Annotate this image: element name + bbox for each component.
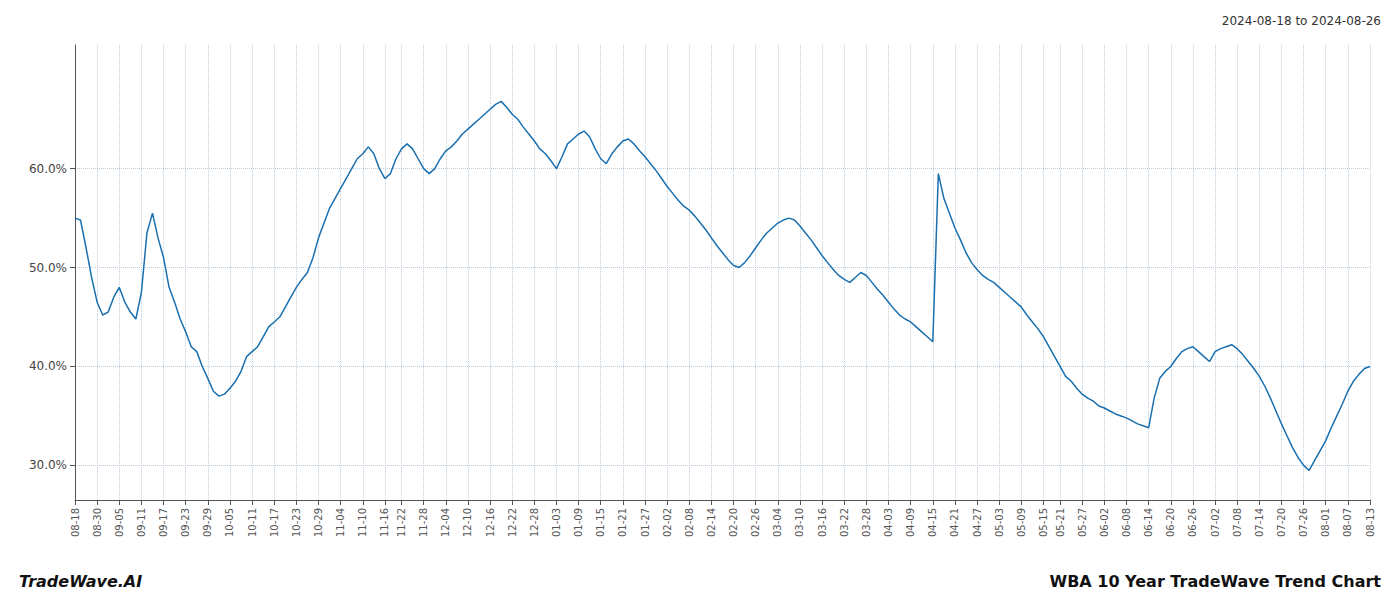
svg-text:07-20: 07-20 xyxy=(1276,508,1287,537)
svg-text:04-15: 04-15 xyxy=(927,508,938,537)
svg-text:08-13: 08-13 xyxy=(1365,508,1376,537)
svg-text:09-05: 09-05 xyxy=(114,508,125,537)
svg-text:05-09: 05-09 xyxy=(1016,508,1027,537)
svg-text:01-09: 01-09 xyxy=(573,508,584,537)
svg-text:09-17: 09-17 xyxy=(158,508,169,537)
svg-text:08-30: 08-30 xyxy=(92,508,103,537)
svg-text:07-08: 07-08 xyxy=(1232,508,1243,537)
svg-text:03-28: 03-28 xyxy=(861,508,872,537)
svg-text:12-28: 12-28 xyxy=(529,508,540,537)
svg-text:08-18: 08-18 xyxy=(70,508,81,537)
svg-text:03-16: 03-16 xyxy=(817,508,828,537)
svg-text:05-27: 05-27 xyxy=(1077,508,1088,537)
svg-text:06-26: 06-26 xyxy=(1187,508,1198,537)
svg-text:TradeWave.AI: TradeWave.AI xyxy=(19,572,142,591)
svg-text:07-26: 07-26 xyxy=(1298,508,1309,537)
svg-text:09-29: 09-29 xyxy=(202,508,213,537)
svg-text:12-04: 12-04 xyxy=(440,508,451,537)
svg-text:01-21: 01-21 xyxy=(617,508,628,537)
svg-text:07-02: 07-02 xyxy=(1210,508,1221,537)
svg-text:02-02: 02-02 xyxy=(662,508,673,537)
svg-text:10-17: 10-17 xyxy=(269,508,280,537)
svg-text:2024-08-18 to 2024-08-26: 2024-08-18 to 2024-08-26 xyxy=(1222,14,1381,28)
svg-text:01-15: 01-15 xyxy=(595,508,606,537)
svg-text:05-15: 05-15 xyxy=(1038,508,1049,537)
svg-text:10-11: 10-11 xyxy=(247,508,258,537)
svg-text:40.0%: 40.0% xyxy=(29,359,67,373)
svg-text:05-21: 05-21 xyxy=(1055,508,1066,537)
svg-text:02-14: 02-14 xyxy=(706,508,717,537)
svg-text:11-04: 11-04 xyxy=(335,508,346,537)
svg-text:06-08: 06-08 xyxy=(1121,508,1132,537)
svg-text:11-16: 11-16 xyxy=(379,508,390,537)
svg-text:09-23: 09-23 xyxy=(180,508,191,537)
svg-text:11-22: 11-22 xyxy=(396,508,407,537)
svg-text:08-01: 08-01 xyxy=(1320,508,1331,537)
svg-text:60.0%: 60.0% xyxy=(29,162,67,176)
svg-text:10-05: 10-05 xyxy=(224,508,235,537)
svg-text:04-09: 04-09 xyxy=(905,508,916,537)
svg-text:10-29: 10-29 xyxy=(313,508,324,537)
svg-text:02-26: 02-26 xyxy=(750,508,761,537)
svg-text:06-20: 06-20 xyxy=(1165,508,1176,537)
svg-text:12-22: 12-22 xyxy=(507,508,518,537)
svg-text:07-14: 07-14 xyxy=(1254,508,1265,537)
svg-text:03-10: 03-10 xyxy=(794,508,805,537)
svg-text:11-28: 11-28 xyxy=(418,508,429,537)
svg-text:02-20: 02-20 xyxy=(728,508,739,537)
svg-text:WBA 10 Year TradeWave Trend Ch: WBA 10 Year TradeWave Trend Chart xyxy=(1049,572,1381,591)
svg-text:50.0%: 50.0% xyxy=(29,261,67,275)
svg-text:06-02: 06-02 xyxy=(1099,508,1110,537)
svg-text:30.0%: 30.0% xyxy=(29,458,67,472)
svg-text:01-27: 01-27 xyxy=(640,508,651,537)
svg-text:01-03: 01-03 xyxy=(551,508,562,537)
svg-text:09-11: 09-11 xyxy=(136,508,147,537)
svg-text:05-03: 05-03 xyxy=(994,508,1005,537)
svg-text:03-22: 03-22 xyxy=(839,508,850,537)
svg-text:03-04: 03-04 xyxy=(772,508,783,537)
svg-text:02-08: 02-08 xyxy=(684,508,695,537)
svg-text:12-16: 12-16 xyxy=(485,508,496,537)
svg-text:04-03: 04-03 xyxy=(883,508,894,537)
svg-text:04-21: 04-21 xyxy=(949,508,960,537)
svg-text:08-07: 08-07 xyxy=(1342,508,1353,537)
svg-text:10-23: 10-23 xyxy=(291,508,302,537)
svg-text:12-10: 12-10 xyxy=(462,508,473,537)
svg-text:04-27: 04-27 xyxy=(972,508,983,537)
svg-text:06-14: 06-14 xyxy=(1143,508,1154,537)
svg-text:11-10: 11-10 xyxy=(357,508,368,537)
